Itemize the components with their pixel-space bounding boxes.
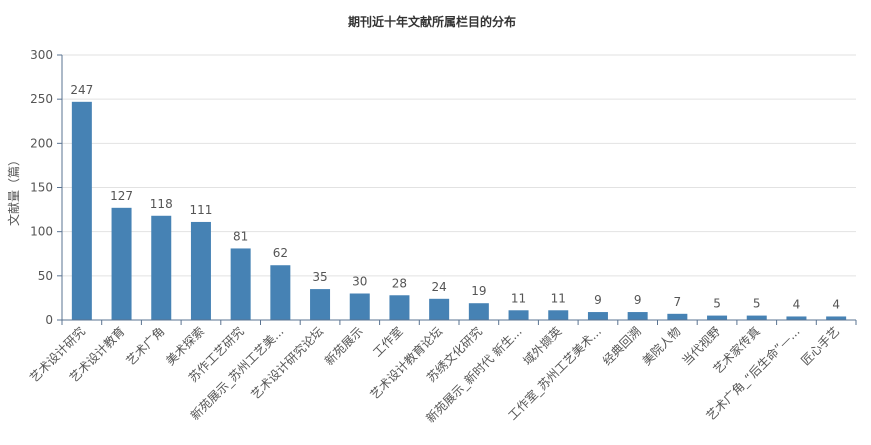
bar bbox=[587, 312, 608, 320]
axes bbox=[57, 54, 857, 325]
bar bbox=[468, 303, 489, 320]
bar-value-label: 127 bbox=[110, 189, 133, 203]
bar bbox=[548, 310, 569, 320]
bar bbox=[826, 316, 847, 320]
x-tick-label: 艺术设计教育论坛 bbox=[367, 324, 445, 402]
y-tick-label: 100 bbox=[30, 225, 53, 239]
bar bbox=[190, 221, 211, 320]
bar-value-label: 4 bbox=[832, 297, 840, 311]
bar bbox=[429, 298, 450, 320]
y-tick-label: 200 bbox=[30, 136, 53, 150]
bar bbox=[230, 248, 251, 320]
y-tick-label: 150 bbox=[30, 181, 53, 195]
labels: 050100150200250300247艺术设计研究127艺术设计教育118艺… bbox=[26, 48, 842, 426]
bar-value-label: 4 bbox=[793, 297, 801, 311]
bar-value-label: 111 bbox=[189, 203, 212, 217]
bar bbox=[71, 101, 92, 320]
x-tick-label: 艺术设计研究论坛 bbox=[248, 324, 326, 402]
bar-value-label: 118 bbox=[150, 197, 173, 211]
bar bbox=[667, 313, 688, 320]
bar bbox=[270, 265, 291, 320]
gridlines bbox=[62, 54, 856, 277]
bar-value-label: 28 bbox=[392, 276, 407, 290]
bar-value-label: 81 bbox=[233, 229, 248, 243]
bar-value-label: 35 bbox=[312, 270, 327, 284]
x-tick-label: 经典回溯 bbox=[599, 324, 644, 369]
bar bbox=[786, 316, 807, 320]
chart-title: 期刊近十年文献所属栏目的分布 bbox=[348, 14, 516, 29]
y-tick-label: 300 bbox=[30, 48, 53, 62]
x-tick-label: 美院人物 bbox=[640, 324, 684, 368]
x-tick-label: 艺术广角 bbox=[124, 324, 168, 368]
bar bbox=[151, 215, 172, 320]
bar bbox=[746, 315, 767, 320]
bar-value-label: 5 bbox=[713, 297, 721, 311]
y-tick-label: 50 bbox=[38, 269, 53, 283]
bars bbox=[71, 101, 847, 320]
bar bbox=[349, 293, 370, 320]
bar-value-label: 7 bbox=[674, 295, 682, 309]
y-axis-title: 文献量（篇） bbox=[6, 154, 21, 226]
bar-value-label: 24 bbox=[432, 280, 447, 294]
y-tick-label: 250 bbox=[30, 92, 53, 106]
bar-value-label: 30 bbox=[352, 275, 367, 289]
bar-value-label: 9 bbox=[634, 293, 642, 307]
bar bbox=[627, 312, 648, 320]
bar-value-label: 11 bbox=[551, 291, 566, 305]
bar-value-label: 5 bbox=[753, 297, 761, 311]
bar bbox=[508, 310, 529, 320]
x-tick-label: 新苑展示 bbox=[321, 324, 366, 369]
bar-value-label: 62 bbox=[273, 246, 288, 260]
bar-value-label: 19 bbox=[471, 284, 486, 298]
bar bbox=[389, 295, 410, 320]
x-tick-label: 匠心手艺 bbox=[798, 324, 842, 368]
y-tick-label: 0 bbox=[45, 313, 53, 327]
bar bbox=[310, 289, 331, 320]
bar bbox=[111, 207, 132, 320]
bar-value-label: 11 bbox=[511, 291, 526, 305]
x-tick-label: 工作室 bbox=[369, 324, 405, 360]
bar-value-label: 247 bbox=[70, 83, 93, 97]
bar bbox=[707, 315, 728, 320]
bar-value-label: 9 bbox=[594, 293, 602, 307]
